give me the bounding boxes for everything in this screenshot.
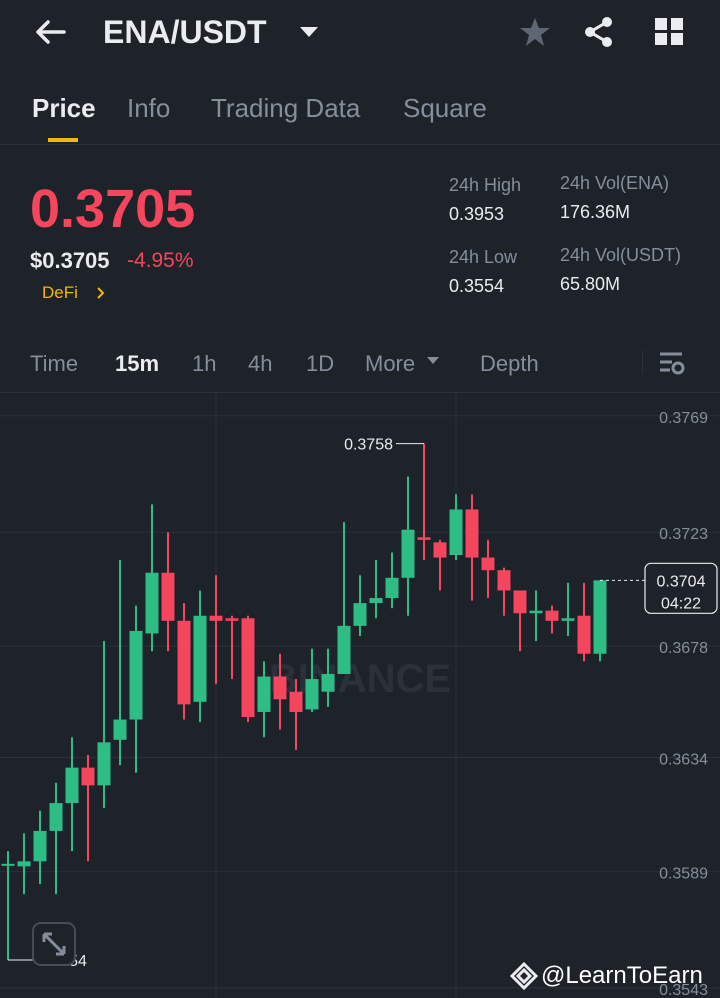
expand-button[interactable]	[32, 922, 76, 966]
interval-option[interactable]: More	[365, 351, 416, 376]
candle-body	[561, 618, 575, 621]
candle-body	[241, 618, 255, 718]
stat-value: 0.3953	[449, 204, 505, 224]
tab[interactable]: Square	[403, 93, 487, 123]
stat-label: 24h High	[449, 175, 522, 195]
pair-title[interactable]: ENA/USDT	[103, 14, 267, 50]
tab[interactable]: Price	[32, 93, 96, 123]
settings-icon[interactable]	[658, 350, 686, 376]
last-price-box	[644, 562, 718, 614]
candle-body	[449, 509, 463, 556]
stat-label: 24h Vol(ENA)	[560, 173, 670, 193]
y-tick-label: 0.3634	[659, 752, 708, 769]
stat-value: 176.36M	[560, 202, 631, 222]
divider	[0, 392, 720, 393]
tab-indicator	[48, 138, 78, 142]
candle-body	[177, 620, 191, 705]
back-icon[interactable]	[34, 18, 68, 46]
y-tick-label: 0.3543	[659, 982, 708, 998]
interval-option[interactable]: 1h	[192, 351, 217, 376]
candle-body	[289, 691, 303, 712]
tab[interactable]: Info	[127, 93, 171, 123]
candle-body	[225, 618, 239, 621]
more-dropdown-icon	[427, 357, 439, 364]
candle-body	[353, 603, 367, 626]
dropdown-icon[interactable]	[299, 26, 319, 38]
candle-body	[481, 557, 495, 571]
stat-value: 0.3554	[449, 276, 505, 296]
candle-body	[321, 673, 335, 692]
candle-body	[161, 572, 175, 621]
candle-body	[465, 509, 479, 558]
interval-option[interactable]: Time	[30, 351, 79, 376]
candle-body	[273, 676, 287, 700]
tab[interactable]: Trading Data	[211, 93, 361, 123]
interval-option[interactable]: 1D	[306, 351, 335, 376]
separator	[642, 350, 643, 374]
candle-body	[593, 580, 607, 654]
candle-body	[81, 767, 95, 786]
candle-body	[193, 615, 207, 702]
stat-value: 65.80M	[560, 274, 621, 294]
interval-option[interactable]: 4h	[248, 351, 273, 376]
stat-label: 24h Low	[449, 247, 518, 267]
grid-icon[interactable]	[655, 18, 685, 46]
candle-body	[113, 719, 127, 740]
usd-price: $0.3705	[30, 248, 110, 273]
footer-handle: @LearnToEarn	[541, 962, 703, 989]
candle-body	[545, 610, 559, 621]
candle-body	[257, 676, 271, 712]
candle-body	[145, 572, 159, 634]
candle-body	[49, 803, 63, 831]
y-tick-label: 0.3769	[659, 410, 708, 427]
candle-body	[305, 679, 319, 710]
candle-body	[209, 615, 223, 621]
candle-body	[129, 630, 143, 720]
sector-tag[interactable]: DeFi	[42, 283, 78, 302]
high-label: 0.3758	[344, 437, 393, 454]
divider	[0, 144, 720, 145]
candle-body	[529, 610, 543, 614]
candle-body	[17, 861, 31, 867]
stat-label: 24h Vol(USDT)	[560, 245, 682, 265]
logo-icon	[510, 962, 538, 990]
candle-body	[97, 742, 111, 786]
candle-body	[65, 767, 79, 804]
share-icon[interactable]	[583, 16, 615, 48]
candle-body	[1, 863, 15, 866]
candle-body	[433, 542, 447, 558]
candle-body	[497, 570, 511, 591]
candle-body	[337, 625, 351, 674]
interval-option[interactable]: 15m	[115, 351, 160, 376]
candle-body	[385, 577, 399, 599]
price-change: -4.95%	[127, 249, 194, 272]
countdown-label: 04:22	[661, 595, 701, 612]
candle-body	[417, 537, 431, 540]
y-tick-label: 0.3589	[659, 865, 708, 882]
candle-body	[33, 830, 47, 862]
interval-option[interactable]: Depth	[480, 351, 539, 376]
y-tick-label: 0.3723	[659, 526, 708, 543]
last-price: 0.3705	[30, 179, 196, 239]
chevron-icon	[97, 287, 105, 299]
candle-body	[513, 590, 527, 614]
candle-body	[401, 529, 415, 578]
y-tick-label: 0.3678	[659, 640, 708, 657]
candle-body	[369, 598, 383, 604]
last-price-label: 0.3704	[657, 573, 706, 590]
candle-body	[577, 615, 591, 654]
star-icon[interactable]	[519, 16, 551, 48]
